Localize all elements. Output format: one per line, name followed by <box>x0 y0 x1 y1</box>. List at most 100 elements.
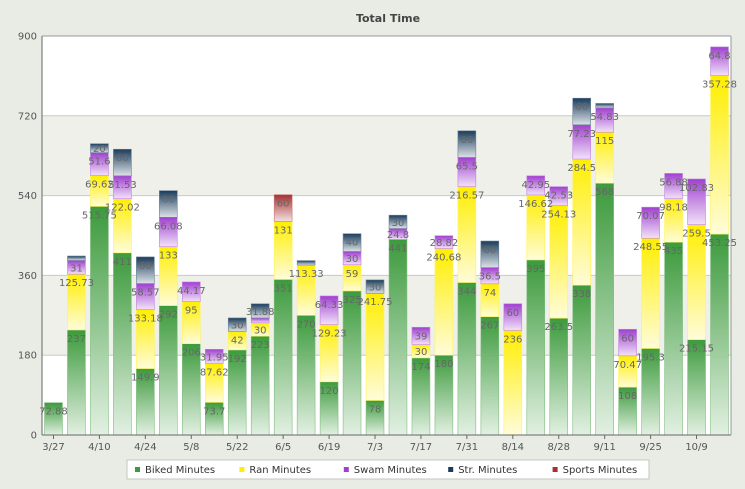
data-label: 237 <box>67 334 86 345</box>
data-label: 24.8 <box>387 230 409 241</box>
y-tick-label: 540 <box>18 191 37 202</box>
x-tick-label: 8/14 <box>502 442 524 453</box>
data-label: 66.08 <box>154 221 183 232</box>
data-label: 125.73 <box>59 278 94 289</box>
bar-segment <box>388 239 408 436</box>
plot-band <box>42 115 731 196</box>
bar-segment <box>710 75 729 235</box>
bar-segment <box>182 281 201 302</box>
bar-segment <box>572 284 591 436</box>
data-label: 122.02 <box>105 203 140 214</box>
data-label: 39 <box>415 331 428 342</box>
plot-area <box>42 36 731 435</box>
bar-segment <box>342 290 362 436</box>
data-label: 20 <box>93 144 106 155</box>
bar-segment <box>618 328 637 357</box>
data-label: 56.88 <box>659 177 688 188</box>
data-label: 70.47 <box>613 360 642 371</box>
y-tick-label: 360 <box>18 271 37 282</box>
legend-swatch <box>135 467 140 472</box>
data-label: 267 <box>480 321 499 332</box>
bar-segment <box>365 279 385 294</box>
data-label: 102.83 <box>679 183 714 194</box>
bar-segment <box>113 252 132 436</box>
data-label: 36.5 <box>479 272 501 283</box>
bar-segment <box>641 237 660 349</box>
bar-segment <box>250 317 270 324</box>
data-label: 115 <box>595 136 614 147</box>
legend-label: Swam Minutes <box>354 465 427 476</box>
bar-segment <box>227 317 247 332</box>
data-label: 65.5 <box>456 161 478 172</box>
bar-segment <box>572 158 591 286</box>
x-tick-label: 9/11 <box>593 442 615 453</box>
data-label: 131 <box>274 225 293 236</box>
data-label: 28.82 <box>430 238 459 249</box>
bar-segment <box>159 190 178 218</box>
data-label: 441 <box>388 243 407 254</box>
data-label: 54.83 <box>590 112 619 123</box>
data-label: 259.5 <box>682 229 711 240</box>
data-label: 78 <box>369 404 382 415</box>
bar-segment <box>457 130 477 158</box>
data-label: 515.75 <box>82 210 117 221</box>
bar-segment <box>480 240 500 268</box>
data-label: 60 <box>506 308 519 319</box>
bar-segment <box>67 255 86 261</box>
plot-band <box>42 275 731 356</box>
bar-segment <box>204 349 224 364</box>
data-label: 60 <box>483 245 496 256</box>
data-label: 206 <box>182 348 201 359</box>
data-label: 58.57 <box>131 288 160 299</box>
data-label: 42 <box>231 335 244 346</box>
x-tick-label: 4/24 <box>134 442 156 453</box>
bar-segment <box>159 305 178 436</box>
data-label: 30 <box>415 347 428 358</box>
data-label: 146.62 <box>518 199 553 210</box>
data-label: 30 <box>346 254 359 265</box>
data-label: 180 <box>434 359 453 370</box>
bar-segment <box>572 97 591 126</box>
data-label: 395 <box>526 264 545 275</box>
data-label: 72.88 <box>39 407 68 418</box>
chart-title: Total Time <box>356 12 420 25</box>
bar-segment <box>549 317 569 436</box>
x-tick-label: 9/25 <box>639 442 661 453</box>
bar-segment <box>90 206 109 436</box>
y-tick-label: 0 <box>31 431 37 442</box>
legend-swatch <box>552 467 558 472</box>
bar-segment <box>67 329 86 436</box>
data-label: 263.5 <box>544 322 573 333</box>
data-label: 31 <box>70 263 83 274</box>
data-label: 411 <box>113 257 132 268</box>
data-label: 113.33 <box>289 269 324 280</box>
data-label: 568 <box>595 187 614 198</box>
bar-segment <box>503 303 523 331</box>
bar-segment <box>595 103 614 109</box>
data-label: 60 <box>621 333 634 344</box>
bar-segment <box>342 233 362 252</box>
y-tick-label: 720 <box>18 111 37 122</box>
legend-label: Sports Minutes <box>563 465 638 476</box>
data-label: 31.88 <box>246 307 275 318</box>
data-label: 129.23 <box>312 329 347 340</box>
data-label: 64.33 <box>315 300 344 311</box>
data-label: 254.13 <box>541 210 576 221</box>
bar-segment <box>457 282 477 436</box>
data-label: 133 <box>159 251 178 262</box>
data-label: 31.95 <box>200 352 229 363</box>
x-tick-label: 7/17 <box>410 442 432 453</box>
legend-swatch <box>448 467 454 472</box>
bar-segment <box>296 260 316 266</box>
data-label: 216.57 <box>449 190 484 201</box>
data-label: 51.6 <box>88 157 110 168</box>
data-label: 95 <box>185 306 198 317</box>
data-label: 60 <box>575 102 588 113</box>
bar-segment <box>549 186 569 206</box>
data-label: 241.75 <box>358 297 393 308</box>
data-label: 240.68 <box>426 252 461 263</box>
data-label: 30 <box>231 321 244 332</box>
x-tick-label: 5/22 <box>226 442 248 453</box>
x-tick-label: 3/27 <box>42 442 64 453</box>
data-label: 30 <box>254 325 267 336</box>
